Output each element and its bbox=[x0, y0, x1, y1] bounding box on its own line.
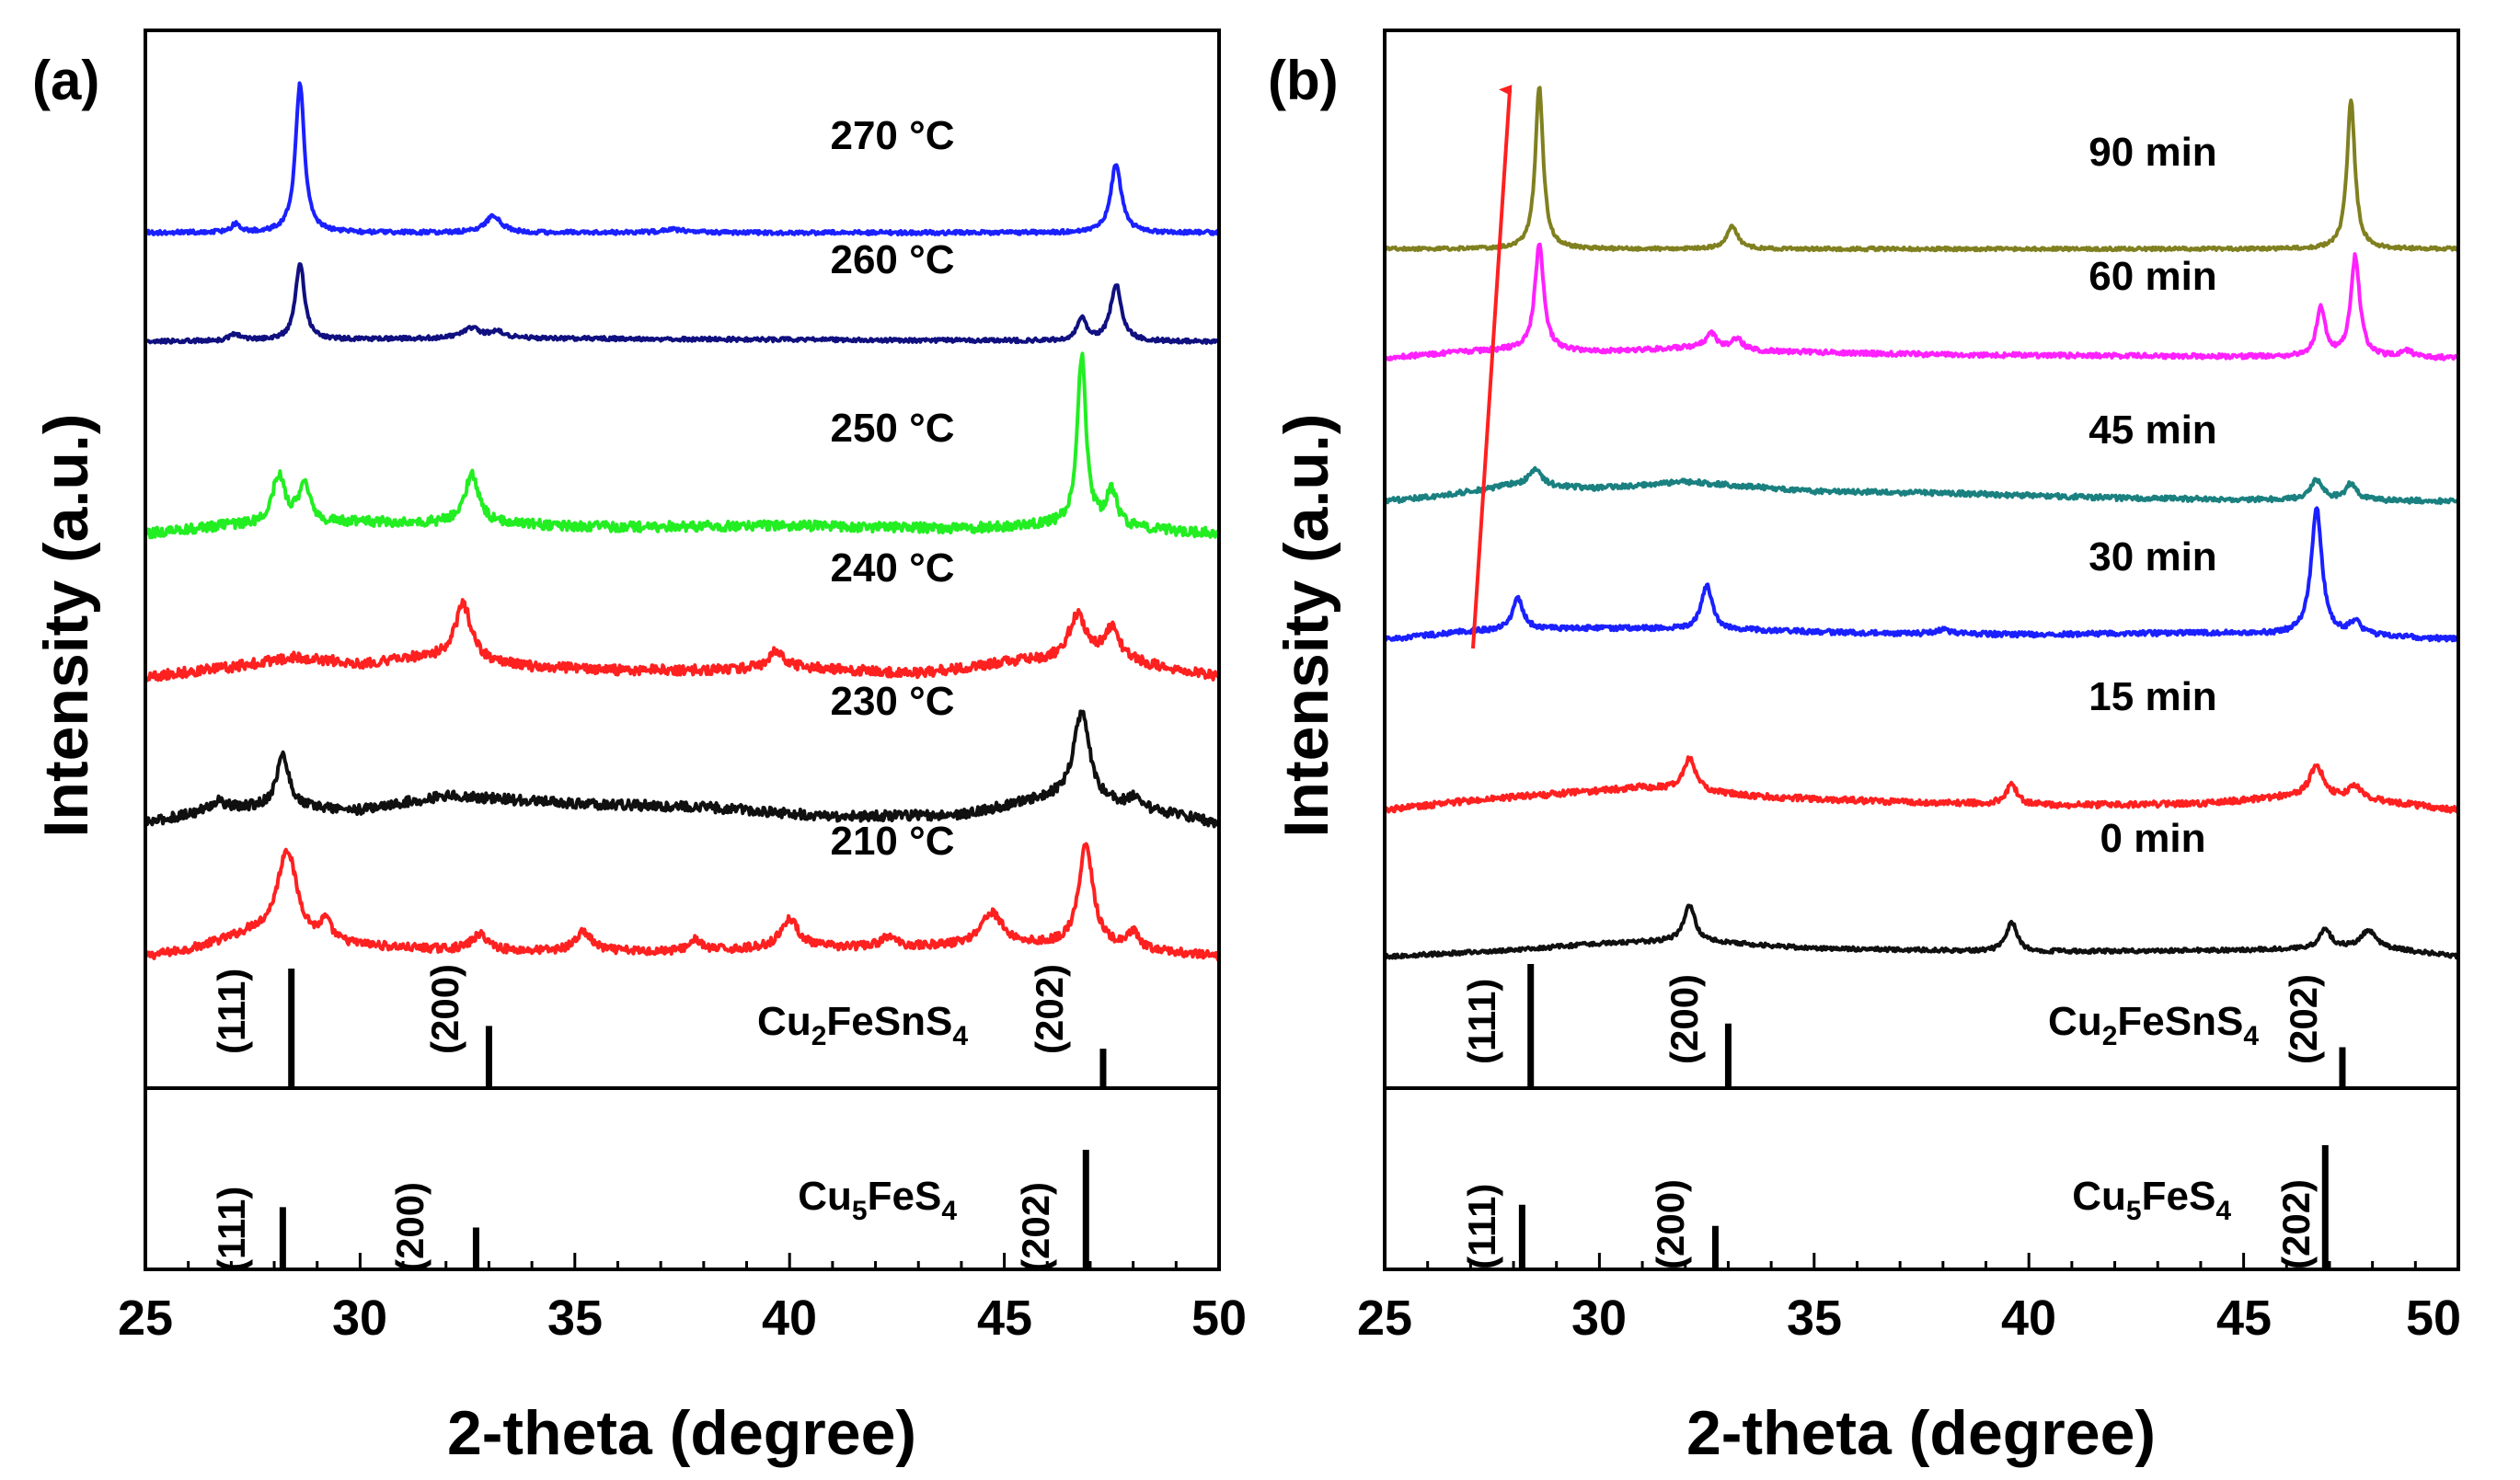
ref-a-cfs-hkl-202: (202) bbox=[1014, 1182, 1057, 1272]
panel-a-frame bbox=[144, 29, 1221, 1271]
series-b-0 bbox=[1383, 903, 2460, 960]
series-label-60min-value: 60 min bbox=[2088, 254, 2216, 299]
ref-a-cfts-hkl-200: (200) bbox=[423, 964, 466, 1054]
panel-a-x-ticks bbox=[144, 1253, 1221, 1269]
series-label-45min: 45 min bbox=[2088, 407, 2216, 453]
ref-a-cfs-hkl-111: (111) bbox=[210, 1187, 253, 1272]
ref-b-cfs-hkl-111: (111) bbox=[1460, 1184, 1503, 1269]
ref-b-cfs-hkl-202: (202) bbox=[2274, 1179, 2318, 1269]
panel-a: 210 °C 230 °C 240 °C 250 °C 260 °C 270 °… bbox=[31, 29, 1247, 1468]
x-axis-label-a: 2-theta (degree) bbox=[447, 1398, 916, 1468]
ref-b-name-cu2fesns4: Cu2FeSnS4 bbox=[2048, 999, 2259, 1051]
x-tick-label-a-50: 50 bbox=[1191, 1291, 1247, 1346]
series-label-240: 240 °C bbox=[830, 545, 954, 591]
series-label-60min: 60 min bbox=[2088, 254, 2216, 299]
series-label-90min-value: 90 min bbox=[2088, 130, 2216, 175]
series-a-2 bbox=[144, 598, 1221, 683]
panel-b-curves bbox=[1383, 86, 2460, 960]
series-label-210-value: 210 °C bbox=[830, 819, 954, 864]
x-tick-label-a-25: 25 bbox=[118, 1291, 173, 1346]
y-axis-label-a: Intensity (a.u.) bbox=[31, 414, 101, 838]
series-label-15min: 15 min bbox=[2088, 674, 2216, 719]
series-label-250-value: 250 °C bbox=[830, 406, 954, 451]
x-tick-label-a-40: 40 bbox=[762, 1291, 817, 1346]
series-a-4 bbox=[144, 262, 1221, 346]
series-b-5 bbox=[1383, 86, 2460, 253]
series-label-230: 230 °C bbox=[830, 679, 954, 724]
ref-b-cfs-hkl-200: (200) bbox=[1649, 1179, 1692, 1269]
ref-b-cfts-hkl-202: (202) bbox=[2282, 974, 2325, 1064]
series-label-270-value: 270 °C bbox=[830, 113, 954, 158]
series-a-0 bbox=[144, 842, 1221, 962]
series-label-240-value: 240 °C bbox=[830, 545, 954, 591]
y-axis-label-b: Intensity (a.u.) bbox=[1272, 414, 1341, 838]
series-a-1 bbox=[144, 709, 1220, 829]
ref-a-cfts-hkl-111: (111) bbox=[210, 969, 253, 1054]
panel-b-x-ticks bbox=[1383, 1253, 2460, 1269]
panel-label-b: (b) bbox=[1268, 50, 1339, 111]
panel-b-x-tick-labels: 25 30 35 40 45 50 bbox=[1357, 1291, 2461, 1346]
panel-b-series-labels: 0 min 15 min 30 min 45 min 60 min 90 min bbox=[2088, 130, 2216, 861]
panel-b-reference-lines bbox=[1518, 964, 2346, 1269]
x-tick-label-b-30: 30 bbox=[1571, 1291, 1627, 1346]
panel-b-reference-labels: (111) (200) (202) (111) (200) (202) Cu2F… bbox=[1460, 974, 2325, 1269]
panel-b: 0 min 15 min 30 min 45 min 60 min 90 min… bbox=[1268, 29, 2461, 1468]
series-label-270: 270 °C bbox=[830, 113, 954, 158]
panel-b-frame bbox=[1383, 29, 2460, 1271]
series-b-2 bbox=[1383, 506, 2460, 643]
panel-a-curves bbox=[144, 81, 1221, 962]
series-b-4 bbox=[1384, 242, 2460, 361]
series-label-15min-value: 15 min bbox=[2088, 674, 2216, 719]
x-tick-label-a-30: 30 bbox=[332, 1291, 387, 1346]
x-axis-label-b: 2-theta (degree) bbox=[1686, 1398, 2156, 1468]
x-tick-label-b-50: 50 bbox=[2406, 1291, 2461, 1346]
trend-arrow bbox=[1471, 85, 1513, 649]
series-label-30min-value: 30 min bbox=[2088, 534, 2216, 579]
ref-a-cfs-hkl-200: (200) bbox=[388, 1182, 432, 1272]
x-tick-label-a-35: 35 bbox=[547, 1291, 603, 1346]
series-label-30min: 30 min bbox=[2088, 534, 2216, 579]
series-a-3 bbox=[144, 351, 1221, 540]
ref-a-cfts-hkl-202: (202) bbox=[1028, 964, 1071, 1054]
series-a-5 bbox=[144, 81, 1221, 236]
series-label-45min-value: 45 min bbox=[2088, 407, 2216, 453]
ref-b-cfts-hkl-200: (200) bbox=[1663, 974, 1706, 1064]
series-label-250: 250 °C bbox=[830, 406, 954, 451]
series-b-3 bbox=[1383, 465, 2460, 506]
x-tick-label-b-25: 25 bbox=[1357, 1291, 1412, 1346]
series-label-0min: 0 min bbox=[2100, 816, 2206, 861]
series-b-1 bbox=[1384, 755, 2459, 814]
x-tick-label-a-45: 45 bbox=[977, 1291, 1032, 1346]
series-label-230-value: 230 °C bbox=[830, 679, 954, 724]
panel-label-a: (a) bbox=[32, 50, 99, 111]
x-tick-label-b-40: 40 bbox=[2001, 1291, 2056, 1346]
panel-a-x-tick-labels: 25 30 35 40 45 50 bbox=[118, 1291, 1247, 1346]
series-label-0min-value: 0 min bbox=[2100, 816, 2206, 861]
panel-a-series-labels: 210 °C 230 °C 240 °C 250 °C 260 °C 270 °… bbox=[830, 113, 954, 864]
ref-a-name-cu5fes4: Cu5FeS4 bbox=[798, 1174, 957, 1226]
ref-b-cfts-hkl-111: (111) bbox=[1460, 979, 1503, 1064]
series-label-210: 210 °C bbox=[830, 819, 954, 864]
series-label-260: 260 °C bbox=[830, 237, 954, 282]
ref-a-name-cu2fesns4: Cu2FeSnS4 bbox=[757, 999, 968, 1051]
x-tick-label-b-35: 35 bbox=[1787, 1291, 1842, 1346]
ref-b-name-cu5fes4: Cu5FeS4 bbox=[2072, 1174, 2231, 1226]
panel-a-reference-labels: (111) (200) (202) (111) (200) (202) Cu2F… bbox=[210, 964, 1071, 1272]
x-tick-label-b-45: 45 bbox=[2216, 1291, 2272, 1346]
series-label-260-value: 260 °C bbox=[830, 237, 954, 282]
panel-a-reference-lines bbox=[279, 969, 1107, 1269]
series-label-90min: 90 min bbox=[2088, 130, 2216, 175]
